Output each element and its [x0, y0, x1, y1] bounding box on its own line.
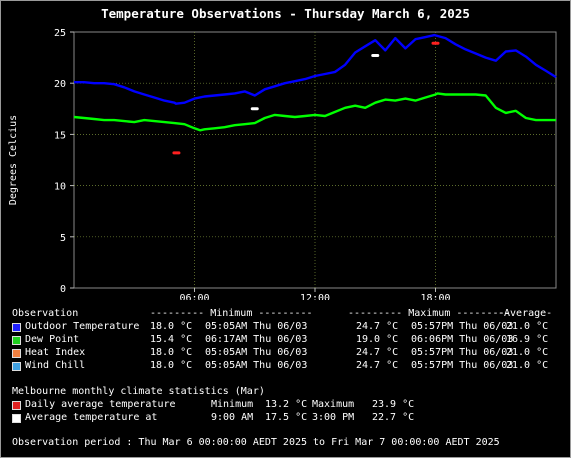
- climate-val1: 17.5 °C: [265, 412, 308, 423]
- climate-label: Daily average temperature: [25, 399, 176, 410]
- row-avg: 21.0 °C: [506, 347, 549, 358]
- climate-marker: [371, 54, 380, 58]
- row-max-time: 05:57PM Thu 06/03: [411, 347, 514, 358]
- climate-marker: [431, 41, 440, 45]
- row-label: Wind Chill: [25, 360, 86, 371]
- observation-period: Observation period : Thu Mar 6 00:00:00 …: [12, 437, 500, 448]
- plot-area: [73, 31, 557, 289]
- climate-val1: 13.2 °C: [265, 399, 308, 410]
- row-avg: 16.9 °C: [506, 334, 549, 345]
- legend-swatch: [12, 349, 21, 358]
- grid-lines: [74, 32, 556, 288]
- legend-swatch: [12, 336, 21, 345]
- row-label: Dew Point: [25, 334, 80, 345]
- legend-swatch: [12, 414, 21, 423]
- stats-table: Observation --------- Minimum --------- …: [12, 308, 562, 378]
- y-tick-label: 20: [54, 79, 66, 90]
- series-line-outdoor-temperature: [74, 33, 557, 105]
- header-maximum: --------- Maximum ---------: [348, 308, 511, 319]
- row-min: 18.0 °C: [150, 347, 193, 358]
- y-tick-label: 25: [54, 28, 66, 39]
- climate-label: Average temperature at: [25, 412, 158, 423]
- row-max: 24.7 °C: [356, 321, 399, 332]
- header-average: -Average-: [498, 308, 553, 319]
- row-min-time: 06:17AM Thu 06/03: [205, 334, 308, 345]
- row-min-time: 05:05AM Thu 06/03: [205, 321, 308, 332]
- row-min: 18.0 °C: [150, 360, 193, 371]
- row-min-time: 05:05AM Thu 06/03: [205, 360, 308, 371]
- y-tick-label: 10: [54, 182, 66, 193]
- stats-header: Observation --------- Minimum --------- …: [12, 308, 552, 321]
- series-lines: [73, 33, 557, 132]
- header-observation: Observation: [12, 308, 79, 319]
- row-max: 19.0 °C: [356, 334, 399, 345]
- climate-marker: [250, 107, 259, 111]
- climate-marker: [172, 151, 181, 155]
- row-max: 24.7 °C: [356, 347, 399, 358]
- x-tick-label: 06:00: [179, 293, 209, 300]
- y-axis-label: Degrees Celcius: [8, 115, 19, 205]
- climate-val2: 22.7 °C: [372, 412, 415, 423]
- temperature-chart: 0 5 10 15 20 25 06:00 12:00 18:00 Degrees Celci…: [8, 28, 557, 300]
- climate-col1: 9:00 AM: [211, 412, 254, 423]
- climate-val2: 23.9 °C: [372, 399, 415, 410]
- climate-markers: [172, 41, 440, 155]
- legend-swatch: [12, 323, 21, 332]
- x-tick-label: 18:00: [420, 293, 450, 300]
- row-max-time: 05:57PM Thu 06/03: [411, 321, 514, 332]
- legend-swatch: [12, 362, 21, 371]
- y-tick-label: 15: [54, 130, 66, 141]
- climate-col2: 3:00 PM: [312, 412, 355, 423]
- y-tick-label: 0: [60, 284, 66, 295]
- row-max: 24.7 °C: [356, 360, 399, 371]
- row-max-time: 05:57PM Thu 06/03: [411, 360, 514, 371]
- header-minimum: --------- Minimum ---------: [150, 308, 313, 319]
- climate-col2: Maximum: [312, 399, 355, 410]
- row-avg: 21.0 °C: [506, 360, 549, 371]
- climate-table: Melbourne monthly climate statistics (Ma…: [12, 386, 562, 426]
- row-label: Heat Index: [25, 347, 86, 358]
- climate-col1: Minimum: [211, 399, 254, 410]
- row-max-time: 06:06PM Thu 06/03: [411, 334, 514, 345]
- x-axis-ticks: 06:00 12:00 18:00: [179, 288, 451, 300]
- series-line-dew-point: [73, 92, 556, 132]
- y-tick-label: 5: [60, 233, 66, 244]
- chart-title: Temperature Observations - Thursday Marc…: [101, 6, 470, 21]
- legend-swatch: [12, 401, 21, 410]
- row-min: 15.4 °C: [150, 334, 193, 345]
- row-avg: 21.0 °C: [506, 321, 549, 332]
- row-min-time: 05:05AM Thu 06/03: [205, 347, 308, 358]
- climate-header: Melbourne monthly climate statistics (Ma…: [12, 386, 265, 397]
- y-axis-ticks: 0 5 10 15 20 25: [54, 28, 74, 295]
- row-label: Outdoor Temperature: [25, 321, 140, 332]
- row-min: 18.0 °C: [150, 321, 193, 332]
- x-tick-label: 12:00: [300, 293, 330, 300]
